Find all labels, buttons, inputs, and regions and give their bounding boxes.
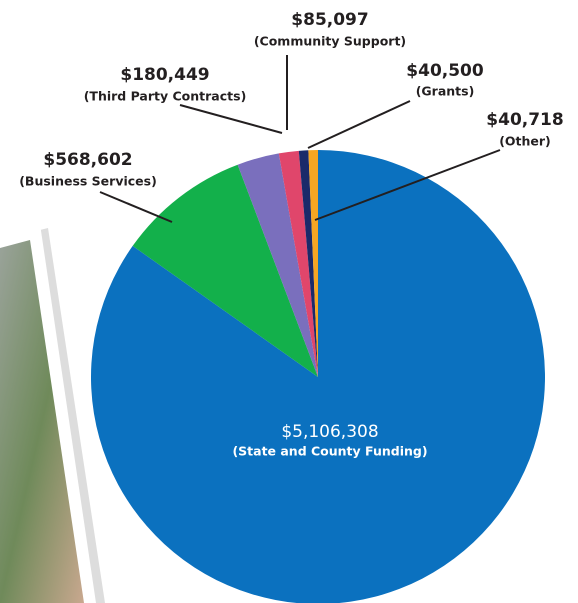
value-label: $5,106,308: [281, 422, 378, 442]
leader-line: [99, 191, 173, 223]
value-label: $180,449: [120, 65, 209, 85]
value-label: $40,718: [486, 110, 563, 130]
leader-line: [307, 100, 411, 149]
slice: [298, 150, 318, 377]
category-label: (Grants): [416, 84, 475, 99]
category-label: (Business Services): [19, 174, 157, 189]
value-label: $40,500: [406, 61, 484, 81]
slice: [91, 150, 545, 603]
category-label: (Other): [499, 134, 551, 149]
category-label: (Community Support): [254, 34, 406, 49]
background-photo: [0, 224, 105, 603]
slice: [132, 164, 318, 377]
leader-line: [179, 104, 283, 134]
category-label: (State and County Funding): [232, 444, 427, 459]
slice: [237, 153, 318, 377]
leader-line: [314, 149, 501, 221]
slice: [278, 150, 318, 377]
category-label: (Third Party Contracts): [84, 89, 247, 104]
slice: [308, 150, 318, 377]
pie: [91, 150, 545, 603]
value-label: $85,097: [291, 10, 368, 30]
labels: $5,106,308 (State and County Funding) $568…: [19, 10, 564, 459]
value-label: $568,602: [43, 150, 132, 170]
